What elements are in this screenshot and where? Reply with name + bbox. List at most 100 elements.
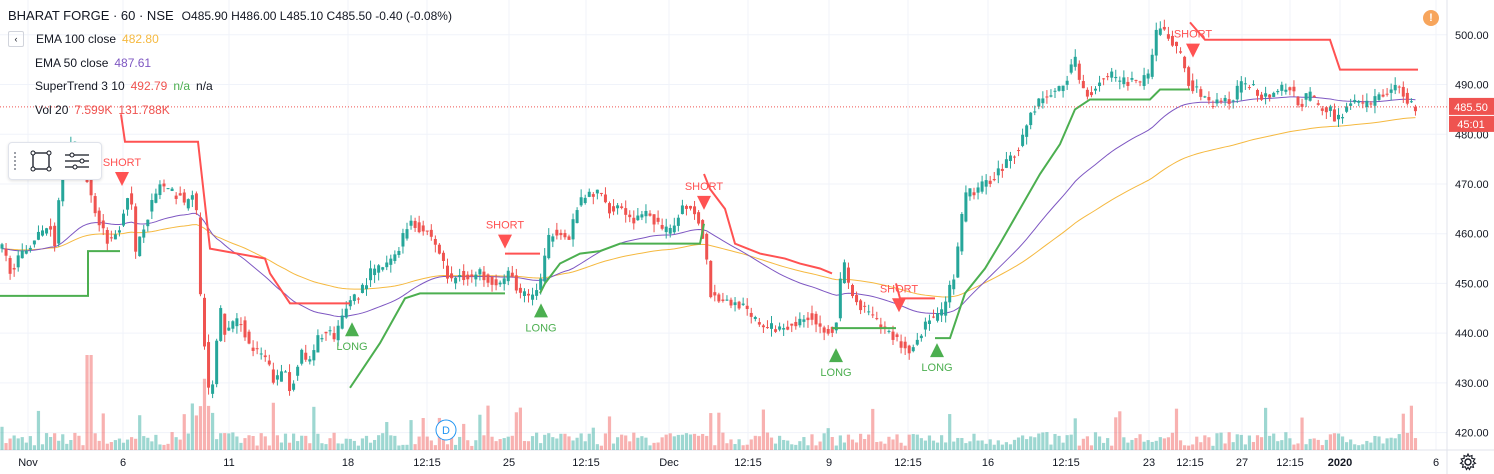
signals: SHORT LONG SHORT LONG SHORT LONG SHORT LONG SHOR… (103, 29, 1213, 379)
volume-bar (636, 437, 640, 450)
candle-body (1235, 85, 1239, 100)
grid (0, 0, 1447, 450)
candle-body (838, 278, 842, 319)
indicator-row-volume[interactable]: Vol 20 7.599K 131.788K (8, 98, 452, 122)
candle-body (587, 191, 591, 197)
candle-body (887, 330, 891, 332)
volume-bar (441, 433, 446, 450)
candle-body (632, 217, 636, 224)
volume-bar (972, 433, 976, 450)
indicator-row-ema100[interactable]: ‹ EMA 100 close 482.80 (8, 28, 452, 52)
candle-body (53, 225, 57, 246)
x-tick-label: 16 (982, 457, 994, 469)
candle-body (1377, 94, 1381, 100)
volume-bar (97, 440, 101, 450)
indicator-name: EMA 100 close (36, 32, 117, 47)
candle-body (733, 302, 737, 306)
settings-tool-button[interactable] (63, 147, 91, 175)
volume-bar (899, 442, 903, 450)
volume-bar (575, 437, 579, 450)
volume-bar (891, 439, 895, 450)
volume-bar (854, 442, 859, 450)
candle-body (377, 265, 381, 273)
candle-body (417, 222, 421, 233)
volume-bar (1357, 445, 1361, 450)
collapse-legend-button[interactable]: ‹ (8, 31, 24, 48)
volume-bar (348, 438, 352, 450)
alert-icon[interactable]: ! (1423, 10, 1439, 26)
candle-body (231, 321, 235, 329)
volume-bar (522, 440, 527, 450)
volume-bar (567, 436, 571, 450)
volume-bar (405, 444, 409, 450)
volume-bar (875, 442, 879, 450)
candle-body (1324, 107, 1328, 113)
volume-bar (692, 433, 697, 450)
rectangle-tool-button[interactable] (27, 147, 55, 175)
volume-bar (543, 434, 547, 450)
symbol-title[interactable]: BHARAT FORGE · 60 · NSE (8, 8, 174, 24)
candle-body (834, 322, 838, 331)
candle-body (842, 262, 846, 284)
volume-bar (174, 437, 178, 450)
volume-bar (1154, 440, 1158, 450)
candle-body (1260, 94, 1264, 100)
short-arrow (697, 195, 711, 210)
candle-body (1272, 92, 1276, 97)
candle-body (101, 220, 105, 229)
candle-body (279, 371, 283, 382)
volume-bar (948, 414, 952, 450)
volume-bar (1183, 445, 1187, 450)
volume-bar (1284, 432, 1288, 450)
candle-body (32, 240, 36, 245)
candle-body (514, 275, 518, 291)
volume-bar (539, 443, 543, 450)
volume-bar (632, 432, 636, 450)
indicator-row-supertrend[interactable]: SuperTrend 3 10 492.79 n/a n/a (8, 75, 452, 99)
volume-bar (1385, 438, 1389, 450)
last-price-tag (1449, 97, 1494, 115)
candle-body (1008, 155, 1012, 161)
countdown-label: 45:01 (1457, 119, 1485, 131)
volume-bar (1243, 444, 1247, 450)
candle-body (1150, 54, 1154, 77)
candle-body (239, 324, 243, 326)
candle-body (198, 217, 202, 295)
candle-body (194, 193, 198, 211)
volume-bar (1280, 440, 1284, 450)
volume-bar (535, 432, 539, 450)
candle-body (745, 305, 749, 310)
candle-body (1320, 108, 1324, 111)
volume-bar (729, 439, 733, 450)
volume-bar (162, 444, 166, 450)
candle-body (822, 327, 826, 333)
drawing-toolbox[interactable] (8, 142, 102, 180)
volume-bar (782, 439, 786, 450)
gear-icon[interactable] (1458, 452, 1478, 472)
drag-handle[interactable] (13, 151, 17, 171)
volume-bar (227, 433, 231, 450)
volume-bar (1191, 444, 1195, 450)
volume-bar (89, 355, 93, 450)
candle-body (1239, 81, 1243, 93)
volume-bar (1324, 439, 1328, 450)
candle-body (1138, 81, 1142, 83)
candle-body (996, 168, 1000, 176)
volume-bar (1045, 432, 1049, 450)
candle-body (12, 268, 16, 270)
candle-body (405, 229, 409, 239)
candle-body (1349, 103, 1353, 106)
volume-bar (1166, 437, 1170, 450)
volume-bar (1377, 436, 1381, 450)
volume-bar (810, 434, 814, 450)
candle-body (49, 226, 53, 230)
low-label: L (279, 8, 287, 23)
volume-bar (826, 428, 830, 450)
candle-body (1345, 106, 1349, 112)
volume-bar (24, 442, 28, 450)
indicator-row-ema50[interactable]: EMA 50 close 487.61 (8, 51, 452, 75)
candle-body (1094, 88, 1097, 91)
candle-body (158, 184, 162, 196)
candle-body (1332, 109, 1336, 122)
